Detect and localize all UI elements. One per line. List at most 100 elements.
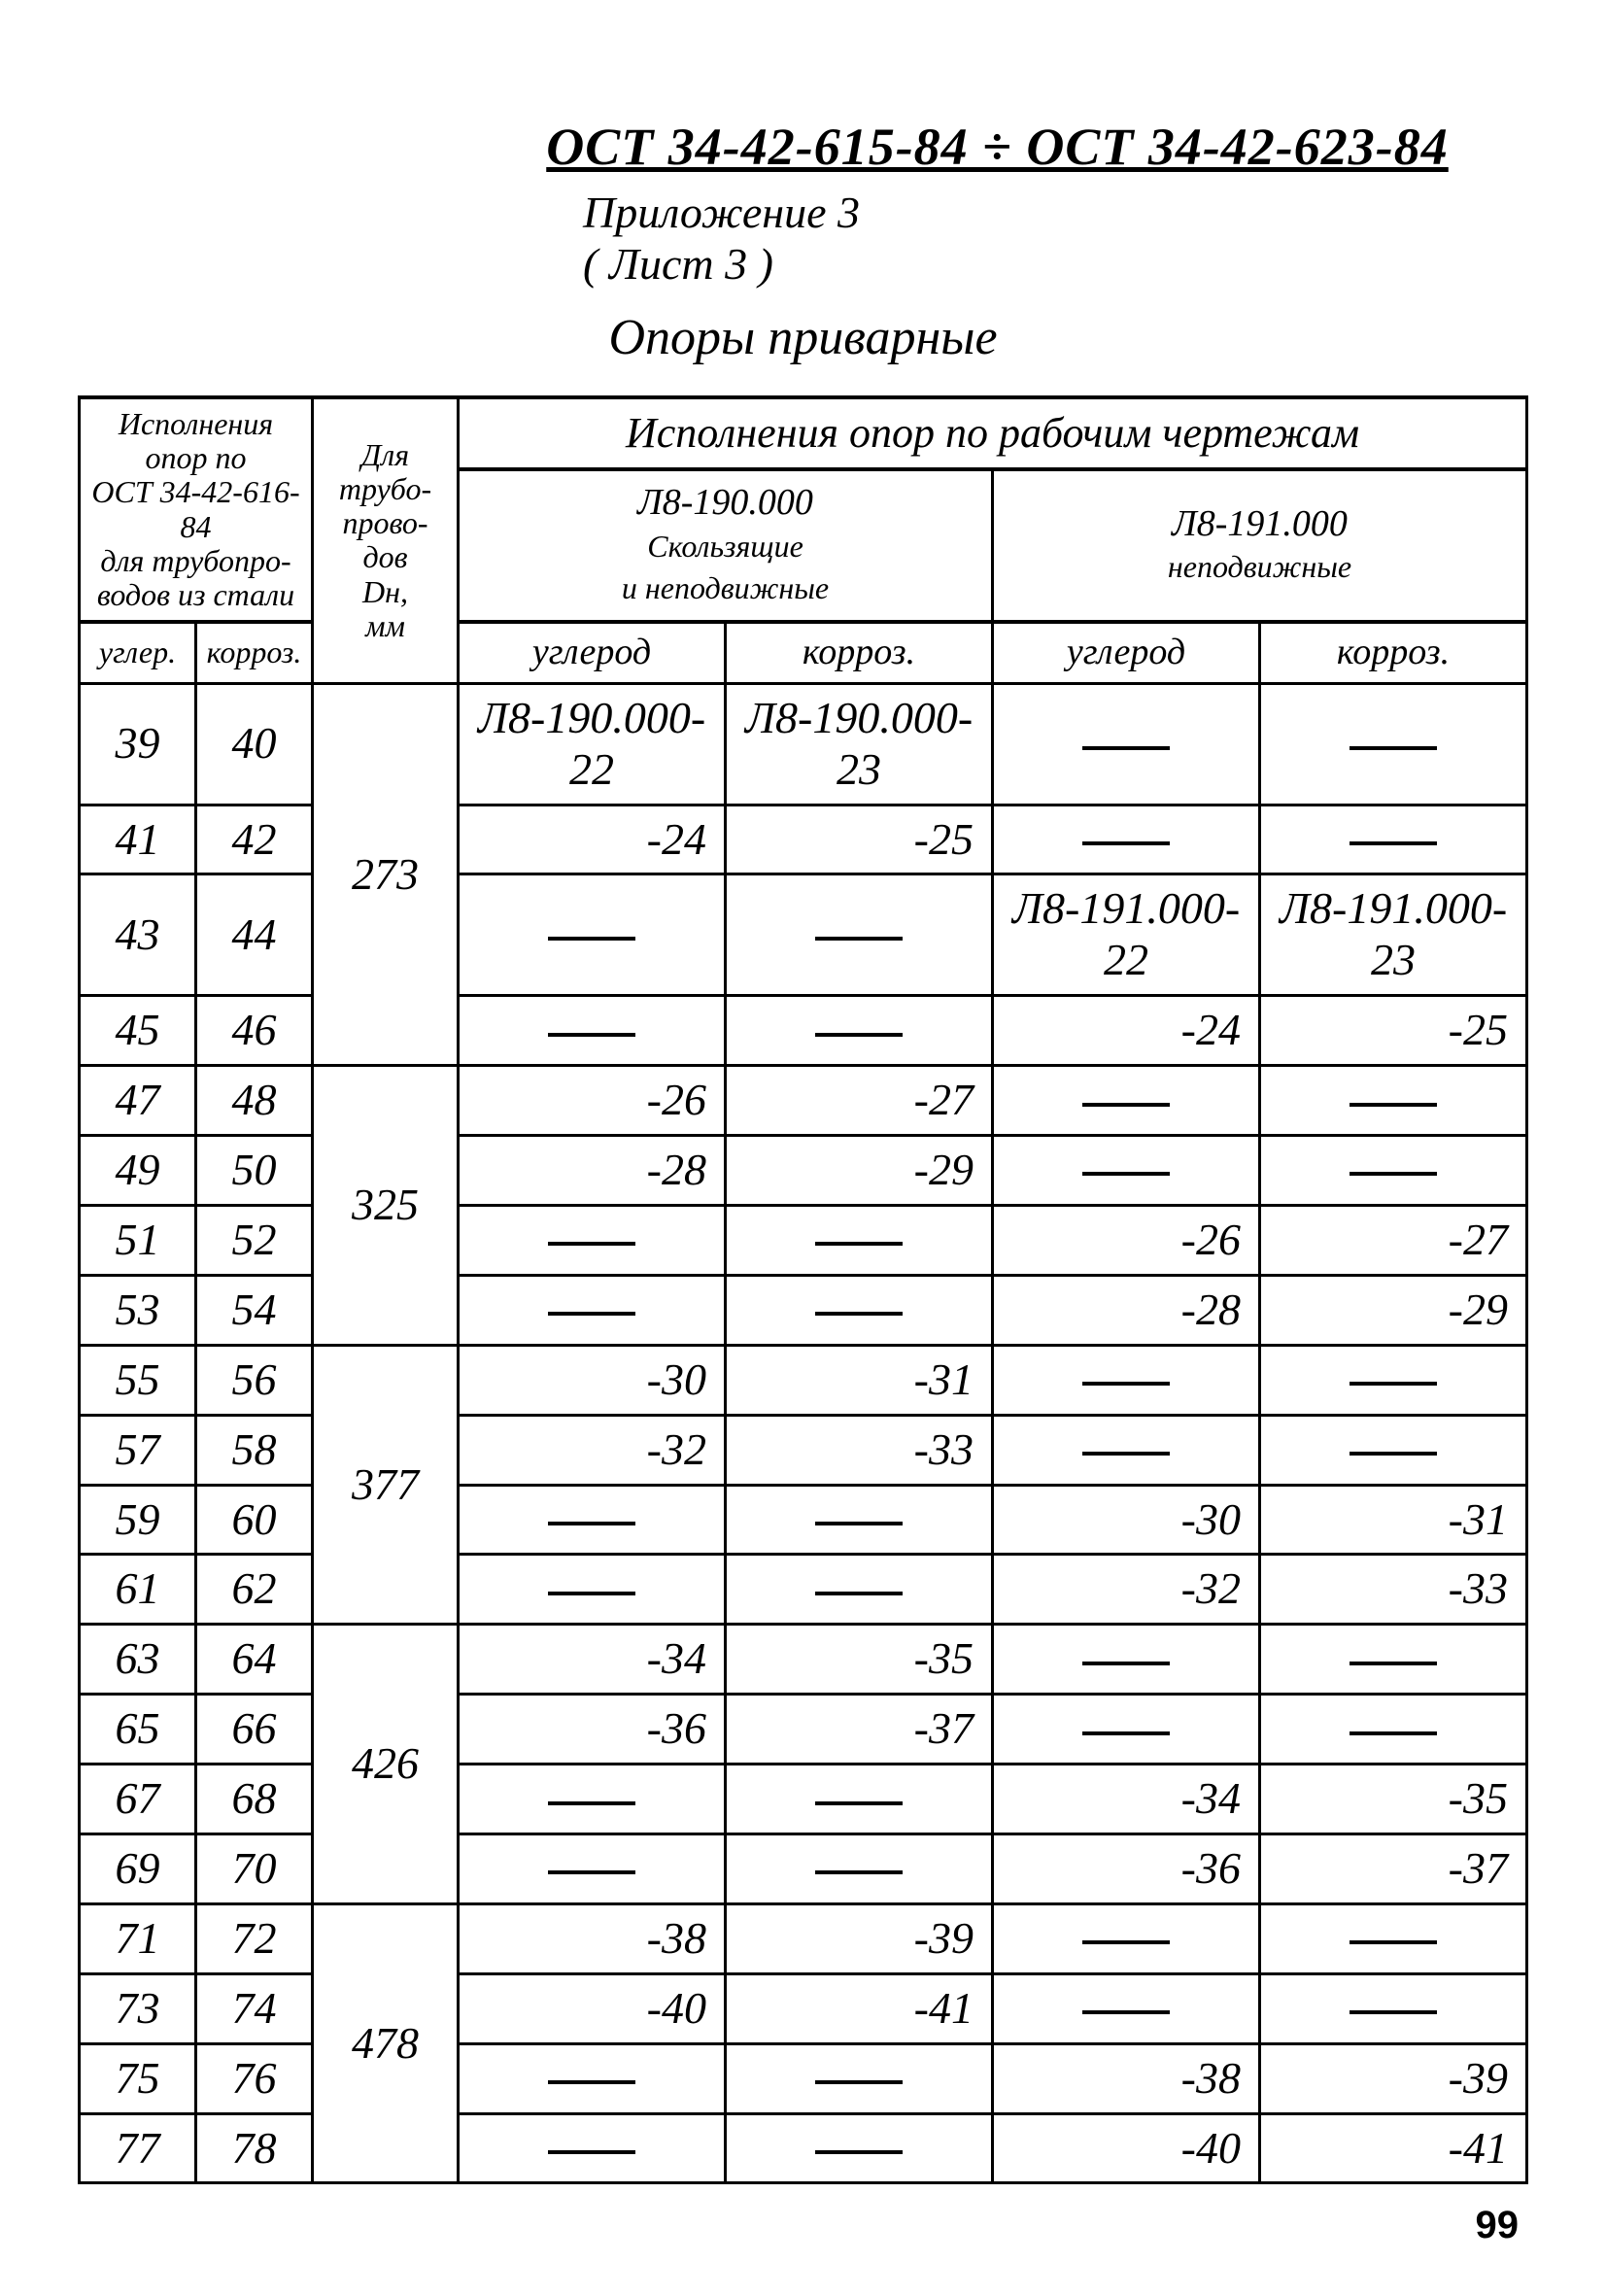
dn-cell: 273	[313, 683, 459, 1065]
document-number: ОСТ 34-42-615-84 ÷ ОСТ 34-42-623-84	[466, 117, 1528, 177]
table-cell	[993, 1066, 1260, 1136]
table-cell: -26	[459, 1066, 726, 1136]
table-cell	[726, 874, 993, 996]
table-cell	[726, 1485, 993, 1555]
hdr-sub-a: углер.	[80, 622, 196, 683]
table-cell	[459, 996, 726, 1066]
table-cell: 41	[80, 805, 196, 874]
table-row: 5556377-30-31	[80, 1345, 1527, 1415]
dn-cell: 478	[313, 1903, 459, 2183]
table-cell: -34	[459, 1625, 726, 1695]
table-row: 4748325-26-27	[80, 1066, 1527, 1136]
table-cell	[993, 1625, 1260, 1695]
table-cell: -38	[993, 2043, 1260, 2113]
table-cell: 47	[80, 1066, 196, 1136]
table-cell: 64	[196, 1625, 313, 1695]
table-cell: 77	[80, 2113, 196, 2183]
table-cell: -37	[726, 1695, 993, 1765]
table-cell	[726, 1765, 993, 1834]
table-cell	[726, 1275, 993, 1345]
table-cell	[993, 1903, 1260, 1973]
table-cell	[726, 996, 993, 1066]
table-cell	[726, 1833, 993, 1903]
table-row: 6364426-34-35	[80, 1625, 1527, 1695]
table-cell	[459, 874, 726, 996]
table-cell: -39	[1260, 2043, 1527, 2113]
table-cell	[459, 1555, 726, 1625]
table-cell: -29	[726, 1136, 993, 1206]
table-cell	[1260, 1345, 1527, 1415]
hdr-ugl-1: углерод	[459, 622, 726, 683]
table-cell	[1260, 805, 1527, 874]
table-cell: 59	[80, 1485, 196, 1555]
table-row: 4142-24-25	[80, 805, 1527, 874]
hdr-l8-191: Л8-191.000 неподвижные	[993, 469, 1527, 623]
table-cell: -39	[726, 1903, 993, 1973]
table-cell	[993, 1973, 1260, 2043]
table-cell: 39	[80, 683, 196, 805]
table-cell	[1260, 1136, 1527, 1206]
table-cell	[1260, 1415, 1527, 1485]
table-cell: 57	[80, 1415, 196, 1485]
table-cell: -38	[459, 1903, 726, 1973]
table-cell: -33	[1260, 1555, 1527, 1625]
table-cell: -41	[726, 1973, 993, 2043]
table-cell: 46	[196, 996, 313, 1066]
table-cell: 52	[196, 1205, 313, 1275]
table-cell: 43	[80, 874, 196, 996]
table-cell: 42	[196, 805, 313, 874]
dn-cell: 325	[313, 1066, 459, 1346]
table-cell	[726, 2113, 993, 2183]
table-cell: -30	[993, 1485, 1260, 1555]
table-cell: -24	[993, 996, 1260, 1066]
table-cell: 50	[196, 1136, 313, 1206]
table-cell: -41	[1260, 2113, 1527, 2183]
table-cell: 63	[80, 1625, 196, 1695]
table-cell: 51	[80, 1205, 196, 1275]
hdr-ugl-2: углерод	[993, 622, 1260, 683]
table-cell	[993, 1136, 1260, 1206]
table-row: 4546 -24-25	[80, 996, 1527, 1066]
table-row: 4950-28-29	[80, 1136, 1527, 1206]
table-cell	[993, 1695, 1260, 1765]
table-cell: -37	[1260, 1833, 1527, 1903]
table-cell: 45	[80, 996, 196, 1066]
table-cell	[1260, 1695, 1527, 1765]
table-cell	[459, 1205, 726, 1275]
table-cell: -33	[726, 1415, 993, 1485]
sheet-label: ( Лист 3 )	[583, 238, 1528, 290]
table-cell: -27	[726, 1066, 993, 1136]
table-row: 7172478-38-39	[80, 1903, 1527, 1973]
table-cell: 74	[196, 1973, 313, 2043]
table-cell	[993, 683, 1260, 805]
table-cell: 72	[196, 1903, 313, 1973]
table-cell: -26	[993, 1205, 1260, 1275]
table-cell: 76	[196, 2043, 313, 2113]
table-row: 6970-36-37	[80, 1833, 1527, 1903]
table-cell: -34	[993, 1765, 1260, 1834]
table-cell	[726, 1555, 993, 1625]
table-cell	[459, 1765, 726, 1834]
table-row: 4344Л8-191.000-22Л8-191.000-23	[80, 874, 1527, 996]
page-number: 99	[1476, 2204, 1520, 2247]
table-body: 3940273Л8-190.000-22Л8-190.000-234142-24…	[80, 683, 1527, 2183]
table-cell: 48	[196, 1066, 313, 1136]
table-row: 5960-30-31	[80, 1485, 1527, 1555]
hdr-sub-b: корроз.	[196, 622, 313, 683]
table-cell	[459, 1833, 726, 1903]
table-cell	[993, 805, 1260, 874]
table-cell: -40	[993, 2113, 1260, 2183]
table-cell: -24	[459, 805, 726, 874]
hdr-exec-by-drawings: Исполнения опор по рабочим чертежам	[459, 397, 1527, 469]
table-cell: 56	[196, 1345, 313, 1415]
appendix-label: Приложение 3	[583, 187, 1528, 238]
table-cell	[459, 2043, 726, 2113]
table-cell: 61	[80, 1555, 196, 1625]
table-row: 5152-26-27	[80, 1205, 1527, 1275]
hdr-kor-1: корроз.	[726, 622, 993, 683]
table-cell: 49	[80, 1136, 196, 1206]
table-cell: -25	[1260, 996, 1527, 1066]
table-cell: -32	[459, 1415, 726, 1485]
hdr-dn: Для трубо- прово- дов Dн, мм	[313, 397, 459, 683]
table-row: 5354-28-29	[80, 1275, 1527, 1345]
